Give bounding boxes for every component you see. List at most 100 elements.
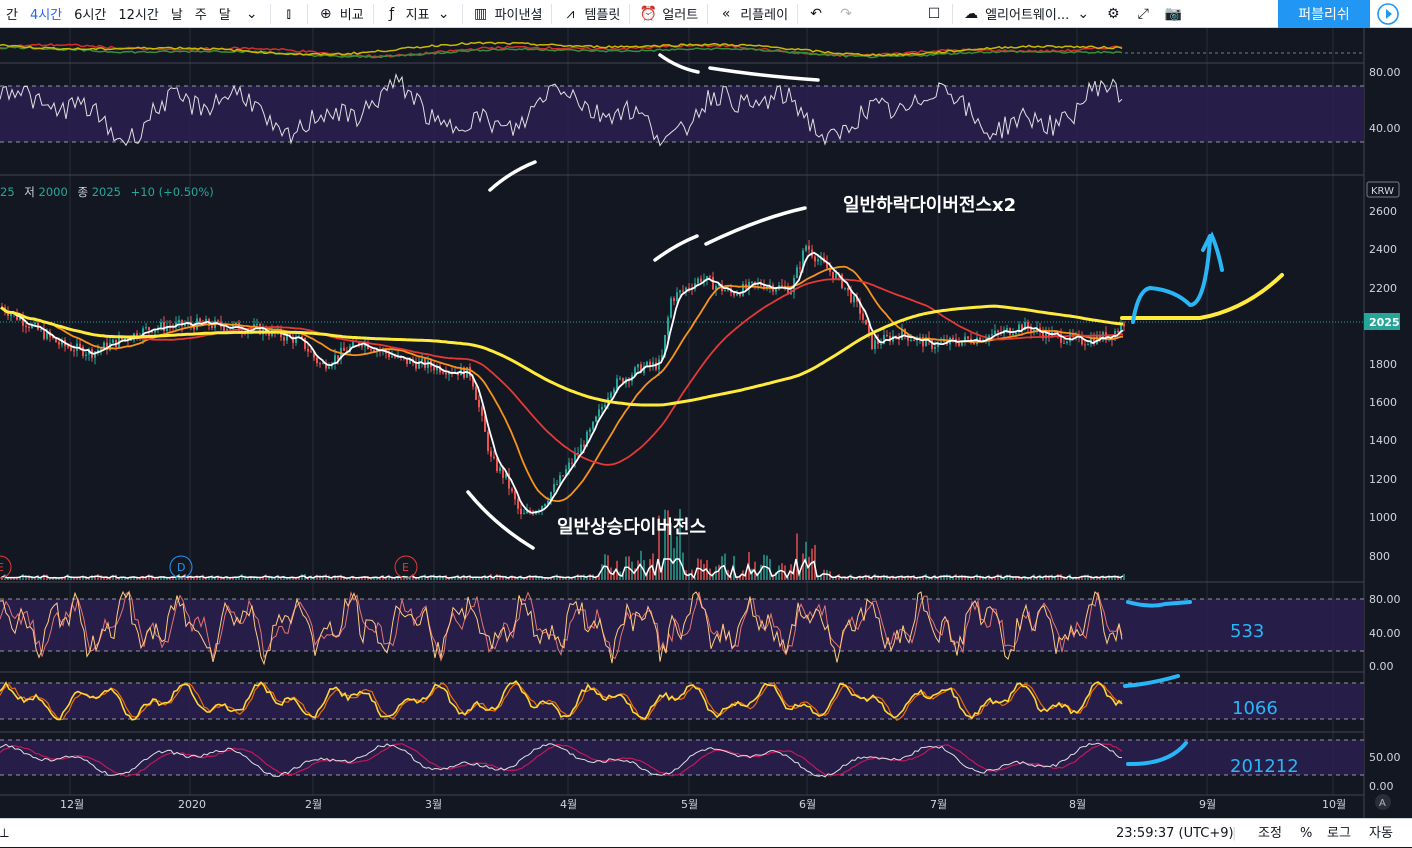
candle-body (1081, 335, 1083, 345)
chart-style-button[interactable]: ⫾ (274, 0, 304, 28)
time-axis[interactable]: 12월 2020 2월 3월 4월 5월 6월 7월 8월 9월 10월 (60, 798, 1346, 811)
projection-drawings[interactable] (1120, 231, 1284, 767)
candle-body (901, 329, 903, 340)
volume-bar (511, 575, 513, 580)
stoch3-setting-label[interactable]: 201212 (1230, 756, 1299, 777)
candle-body (925, 337, 927, 347)
volume-bar (334, 575, 336, 580)
candle-body (895, 335, 897, 337)
percent-toggle[interactable]: % (1300, 826, 1313, 841)
stoch2-projection[interactable] (1123, 674, 1180, 688)
volume-bar (1003, 577, 1005, 580)
earnings-badge[interactable] (0, 555, 12, 579)
candle-body (748, 281, 750, 289)
price-tick: 1400 (1369, 434, 1397, 447)
indicators-button[interactable]: ƒ 지표 ⌄ (377, 0, 459, 28)
volume-bar (796, 533, 798, 580)
blue-projection[interactable] (1131, 231, 1224, 324)
stoch1-projection[interactable] (1126, 600, 1192, 608)
event-badges[interactable]: E D E (0, 555, 418, 579)
stoch-1066-pane (0, 680, 1364, 722)
time-tick: 8월 (1069, 798, 1086, 811)
volume-bar (673, 548, 675, 580)
play-button[interactable] (1374, 2, 1402, 26)
interval-day[interactable]: 날 (165, 0, 189, 28)
volume-bar (499, 574, 501, 580)
volume-bar (922, 575, 924, 580)
fullscreen-layout-button[interactable]: ☐ (919, 0, 949, 28)
volume-bar (322, 575, 324, 580)
interval-day-partial[interactable]: 간 (0, 0, 24, 28)
candle-body (445, 372, 447, 375)
chart-canvas[interactable]: 25 저 2000 종 2025 +10 (+0.50%) E D E (0, 28, 1412, 818)
candle-body (580, 444, 582, 453)
price-divergence-down-stroke[interactable] (466, 490, 535, 550)
volume-bar (799, 570, 801, 580)
rsi-divergence-up-stroke[interactable] (488, 160, 537, 192)
financials-button[interactable]: ▥ 파이낸셜 (466, 0, 549, 28)
price-divergence-up-stroke[interactable] (704, 206, 807, 246)
volume-bar (118, 577, 120, 580)
volume-bar (565, 577, 567, 580)
candle-body (562, 475, 564, 477)
interval-dropdown[interactable]: ⌄ (237, 0, 267, 28)
volume-bar (307, 577, 309, 580)
earnings-badge[interactable] (394, 555, 418, 579)
candle-body (871, 333, 873, 350)
volume-bar (940, 575, 942, 580)
candle-body (175, 322, 177, 327)
templates-button[interactable]: ⩘ 템플릿 (555, 0, 626, 28)
rsi-divergence-down-stroke[interactable] (658, 53, 700, 74)
candle-body (448, 372, 450, 375)
stoch3-projection[interactable] (1126, 741, 1188, 767)
scale-auto-button[interactable]: A (1375, 794, 1391, 810)
volume-bar (31, 576, 33, 580)
divergence-drawings[interactable] (466, 53, 820, 550)
interval-month[interactable]: 달 (213, 0, 237, 28)
top-osc-yellow-line (0, 41, 1123, 57)
bear-divergence-label[interactable]: 일반하락다이버전스x2 (843, 195, 1016, 216)
volume-bar (508, 577, 510, 580)
yellow-projection[interactable] (1120, 273, 1284, 320)
interval-6h[interactable]: 6시간 (68, 0, 112, 28)
interval-4h[interactable]: 4시간 (24, 0, 68, 28)
alarm-clock-icon: ⏰ (639, 5, 658, 22)
publish-button[interactable]: 퍼블리쉬 (1278, 0, 1370, 28)
undo-button[interactable]: ↶ (801, 0, 831, 28)
volume-bar (523, 577, 525, 580)
candle-body (211, 325, 213, 328)
stoch1-setting-label[interactable]: 533 (1230, 621, 1264, 642)
divider (797, 3, 799, 24)
settings-button[interactable]: ⚙ (1098, 0, 1128, 28)
auto-toggle[interactable]: 자동 (1369, 826, 1393, 841)
price-axis[interactable]: 80.00 40.00 KRW 2600 2400 2200 2025 1800… (1364, 66, 1401, 793)
rsi-divergence-down-stroke[interactable] (708, 66, 820, 82)
alert-button[interactable]: ⏰ 얼러트 (633, 0, 704, 28)
candle-body (409, 359, 411, 364)
layout-select[interactable]: ☁ 엘리어트웨이... ⌄ (956, 0, 1098, 28)
stoch2-setting-label[interactable]: 1066 (1232, 698, 1278, 719)
fullscreen-button[interactable]: ⤢ (1128, 0, 1158, 28)
interval-12h[interactable]: 12시간 (112, 0, 164, 28)
candle-body (682, 290, 684, 292)
volume-bar (247, 576, 249, 580)
candle-body (484, 415, 486, 432)
replay-button[interactable]: « 리플레이 (711, 0, 794, 28)
redo-button[interactable]: ↷ (831, 0, 861, 28)
bull-divergence-label[interactable]: 일반상승다이버전스 (557, 517, 706, 538)
stoch1-tick: 0.00 (1369, 660, 1394, 673)
interval-week[interactable]: 주 (189, 0, 213, 28)
volume-bar (889, 576, 891, 580)
volume-bar (460, 577, 462, 580)
log-toggle[interactable]: 로그 (1327, 826, 1351, 841)
candle-body (565, 469, 567, 476)
bottom-left-glyph: ⟂ (0, 826, 9, 841)
interval-label: 주 (194, 8, 207, 23)
candle-body (1084, 344, 1086, 346)
adjust-toggle[interactable]: 조정 (1258, 826, 1282, 841)
price-divergence-up-stroke[interactable] (653, 234, 699, 262)
compare-button[interactable]: ⊕ 비교 (311, 0, 370, 28)
snapshot-button[interactable]: 📷 (1158, 0, 1188, 28)
volume-bar (1054, 576, 1056, 580)
dividend-badge[interactable] (169, 555, 193, 579)
